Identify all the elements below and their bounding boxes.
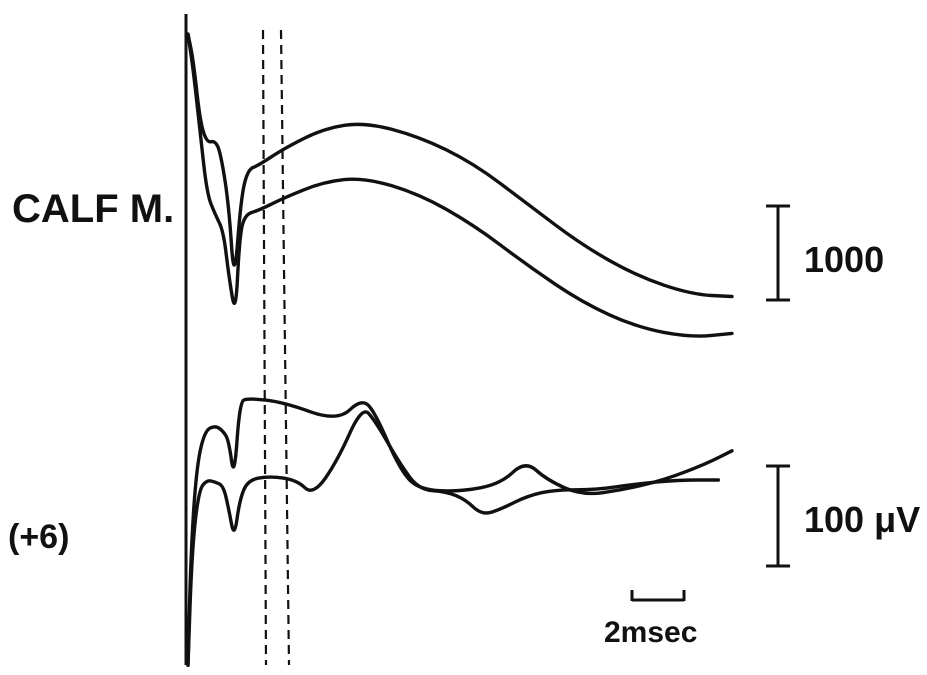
upper-amplitude-scale-label: 1000 bbox=[804, 239, 884, 280]
trace-panel-1-series-2 bbox=[186, 32, 734, 338]
lower-amplitude-scale-bar bbox=[766, 464, 790, 568]
upper-trace-label: CALF M. bbox=[12, 187, 174, 231]
dashed-cursor-left bbox=[261, 29, 268, 666]
trace-panel-1-series-1 bbox=[186, 32, 734, 299]
upper-amplitude-scale-bar bbox=[766, 204, 790, 302]
lower-trace-label: (+6) bbox=[8, 518, 69, 556]
trace-group bbox=[186, 32, 734, 667]
trace-panel-2-series-1 bbox=[186, 397, 734, 667]
lower-amplitude-scale-label: 100 μV bbox=[804, 499, 920, 540]
time-scale-bar bbox=[630, 590, 686, 602]
time-scale-label: 2msec bbox=[604, 616, 697, 649]
trace-panel-2-series-2 bbox=[186, 410, 721, 667]
dashed-cursor-right bbox=[279, 29, 291, 666]
